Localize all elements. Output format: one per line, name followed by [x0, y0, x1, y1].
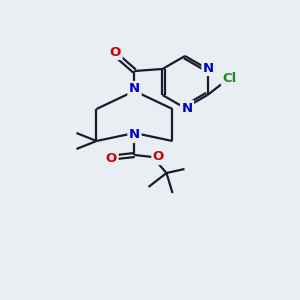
- Text: Cl: Cl: [222, 71, 237, 85]
- Text: N: N: [182, 101, 193, 115]
- Text: O: O: [110, 46, 121, 59]
- Text: O: O: [106, 152, 117, 164]
- Text: N: N: [129, 128, 140, 142]
- Text: N: N: [203, 61, 214, 74]
- Text: N: N: [129, 82, 140, 95]
- Text: O: O: [153, 151, 164, 164]
